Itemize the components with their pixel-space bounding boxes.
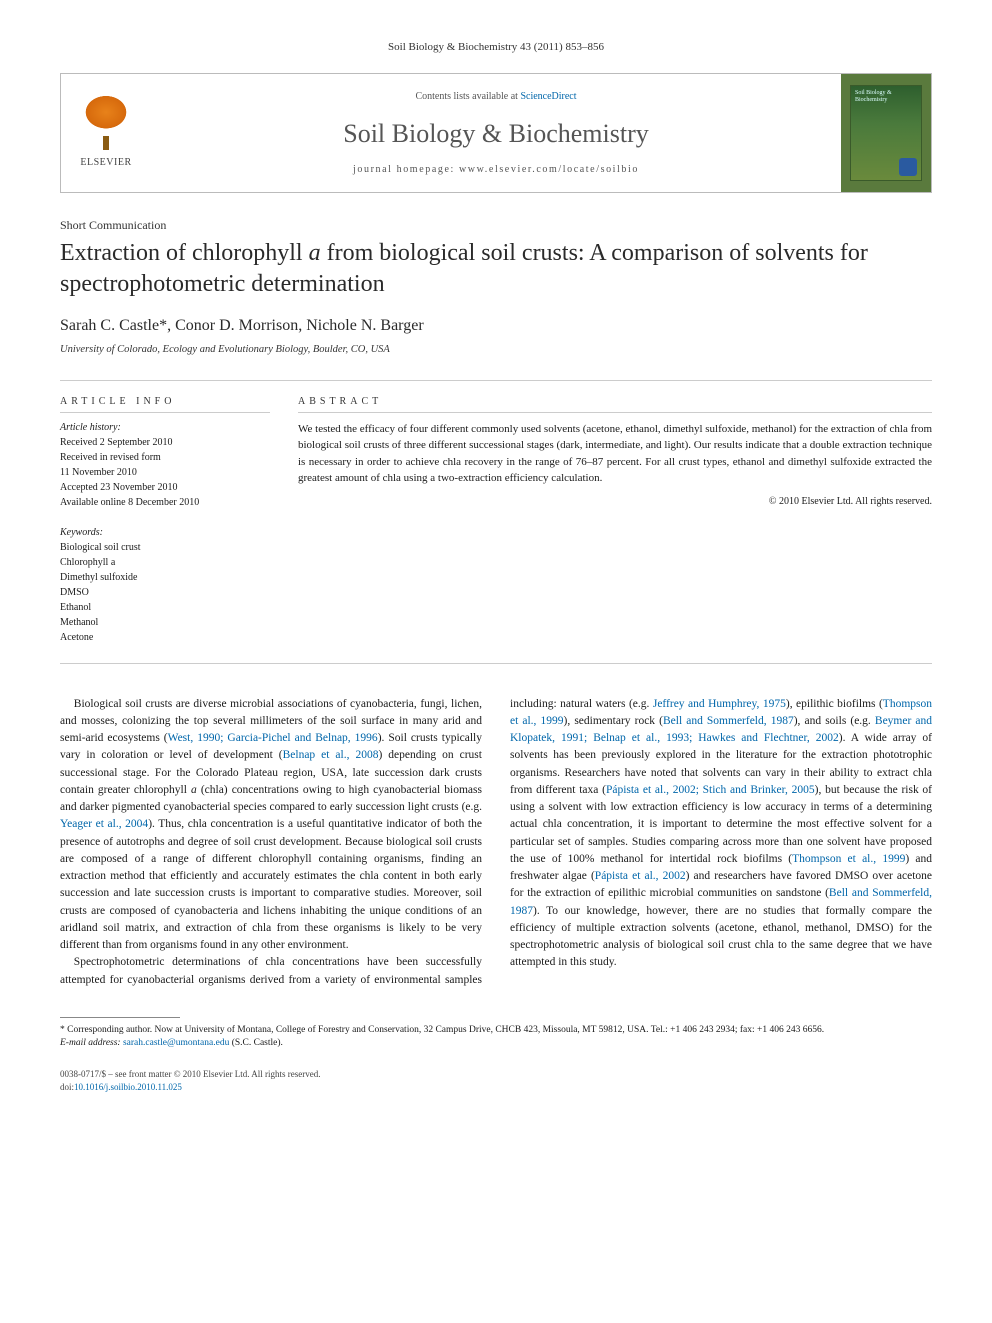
keyword: Ethanol bbox=[60, 600, 270, 615]
title-part-1: Extraction of chlorophyll bbox=[60, 240, 309, 266]
author-email-link[interactable]: sarah.castle@umontana.edu bbox=[123, 1038, 229, 1048]
history-line: 11 November 2010 bbox=[60, 465, 270, 480]
history-line: Received 2 September 2010 bbox=[60, 435, 270, 450]
body-paragraph: Biological soil crusts are diverse micro… bbox=[60, 696, 482, 955]
citation-link[interactable]: Yeager et al., 2004 bbox=[60, 818, 148, 830]
citation-link[interactable]: Jeffrey and Humphrey, 1975 bbox=[653, 698, 786, 710]
elsevier-tree-icon bbox=[79, 96, 133, 150]
info-abstract-row: ARTICLE INFO Article history: Received 2… bbox=[60, 380, 932, 664]
abstract-heading: ABSTRACT bbox=[298, 395, 932, 413]
citation-link[interactable]: Pápista et al., 2002; Stich and Brinker,… bbox=[606, 784, 815, 796]
homepage-prefix: journal homepage: bbox=[353, 164, 459, 175]
journal-name: Soil Biology & Biochemistry bbox=[161, 116, 831, 152]
body-text: ). To our knowledge, however, there are … bbox=[510, 905, 932, 969]
citation-link[interactable]: Pápista et al., 2002 bbox=[595, 870, 686, 882]
keyword: Dimethyl sulfoxide bbox=[60, 570, 270, 585]
title-italic-a: a bbox=[309, 240, 321, 266]
doi-line: doi:10.1016/j.soilbio.2010.11.025 bbox=[60, 1081, 932, 1094]
body-text: ), epilithic biofilms ( bbox=[786, 698, 883, 710]
publisher-name: ELSEVIER bbox=[80, 156, 131, 170]
body-text: ), sedimentary rock ( bbox=[564, 715, 663, 727]
history-line: Available online 8 December 2010 bbox=[60, 495, 270, 510]
journal-cover-thumb: Soil Biology & Biochemistry bbox=[841, 74, 931, 192]
citation-link[interactable]: Bell and Sommerfeld, 1987 bbox=[663, 715, 794, 727]
running-head: Soil Biology & Biochemistry 43 (2011) 85… bbox=[60, 40, 932, 55]
abstract-column: ABSTRACT We tested the efficacy of four … bbox=[298, 395, 932, 645]
body-text: ). Thus, chla concentration is a useful … bbox=[60, 818, 482, 951]
keyword-text: Chlorophyll a bbox=[60, 557, 115, 568]
doi-prefix: doi: bbox=[60, 1082, 74, 1092]
citation-link[interactable]: Thompson et al., 1999 bbox=[792, 853, 905, 865]
author-list: Sarah C. Castle*, Conor D. Morrison, Nic… bbox=[60, 315, 932, 337]
journal-masthead: ELSEVIER Contents lists available at Sci… bbox=[60, 73, 932, 193]
author-affiliation: University of Colorado, Ecology and Evol… bbox=[60, 343, 932, 358]
contents-prefix: Contents lists available at bbox=[415, 91, 520, 102]
email-line: E-mail address: sarah.castle@umontana.ed… bbox=[60, 1037, 932, 1050]
citation-link[interactable]: Belnap et al., 2008 bbox=[283, 749, 379, 761]
keyword: Chlorophyll a bbox=[60, 555, 270, 570]
cover-logo-icon bbox=[899, 158, 917, 176]
article-body: Biological soil crusts are diverse micro… bbox=[60, 696, 932, 989]
history-line: Accepted 23 November 2010 bbox=[60, 480, 270, 495]
footnotes: * Corresponding author. Now at Universit… bbox=[60, 1024, 932, 1051]
homepage-url[interactable]: www.elsevier.com/locate/soilbio bbox=[459, 164, 639, 175]
front-matter-footer: 0038-0717/$ – see front matter © 2010 El… bbox=[60, 1068, 932, 1093]
footnote-separator bbox=[60, 1017, 180, 1018]
history-label: Article history: bbox=[60, 421, 270, 435]
journal-homepage: journal homepage: www.elsevier.com/locat… bbox=[161, 163, 831, 177]
keywords-block: Keywords: Biological soil crust Chloroph… bbox=[60, 526, 270, 645]
keywords-label: Keywords: bbox=[60, 526, 270, 540]
sciencedirect-link[interactable]: ScienceDirect bbox=[520, 91, 576, 102]
publisher-logo-block: ELSEVIER bbox=[61, 74, 151, 192]
corresponding-author-note: * Corresponding author. Now at Universit… bbox=[60, 1024, 932, 1037]
email-label: E-mail address: bbox=[60, 1038, 123, 1048]
issn-copyright-line: 0038-0717/$ – see front matter © 2010 El… bbox=[60, 1068, 932, 1081]
article-title: Extraction of chlorophyll a from biologi… bbox=[60, 238, 932, 300]
masthead-center: Contents lists available at ScienceDirec… bbox=[151, 74, 841, 192]
citation-link[interactable]: West, 1990; Garcia-Pichel and Belnap, 19… bbox=[168, 732, 378, 744]
history-line: Received in revised form bbox=[60, 450, 270, 465]
email-suffix: (S.C. Castle). bbox=[229, 1038, 283, 1048]
doi-link[interactable]: 10.1016/j.soilbio.2010.11.025 bbox=[74, 1082, 182, 1092]
keyword: DMSO bbox=[60, 585, 270, 600]
keyword: Methanol bbox=[60, 615, 270, 630]
contents-available-line: Contents lists available at ScienceDirec… bbox=[161, 90, 831, 104]
keyword: Acetone bbox=[60, 630, 270, 645]
abstract-text: We tested the efficacy of four different… bbox=[298, 421, 932, 487]
article-info-column: ARTICLE INFO Article history: Received 2… bbox=[60, 395, 270, 645]
cover-image: Soil Biology & Biochemistry bbox=[850, 85, 922, 181]
body-text: ), and soils (e.g. bbox=[794, 715, 875, 727]
article-type: Short Communication bbox=[60, 217, 932, 234]
keyword: Biological soil crust bbox=[60, 540, 270, 555]
article-info-heading: ARTICLE INFO bbox=[60, 395, 270, 413]
abstract-copyright: © 2010 Elsevier Ltd. All rights reserved… bbox=[298, 495, 932, 509]
cover-title-text: Soil Biology & Biochemistry bbox=[855, 90, 921, 103]
